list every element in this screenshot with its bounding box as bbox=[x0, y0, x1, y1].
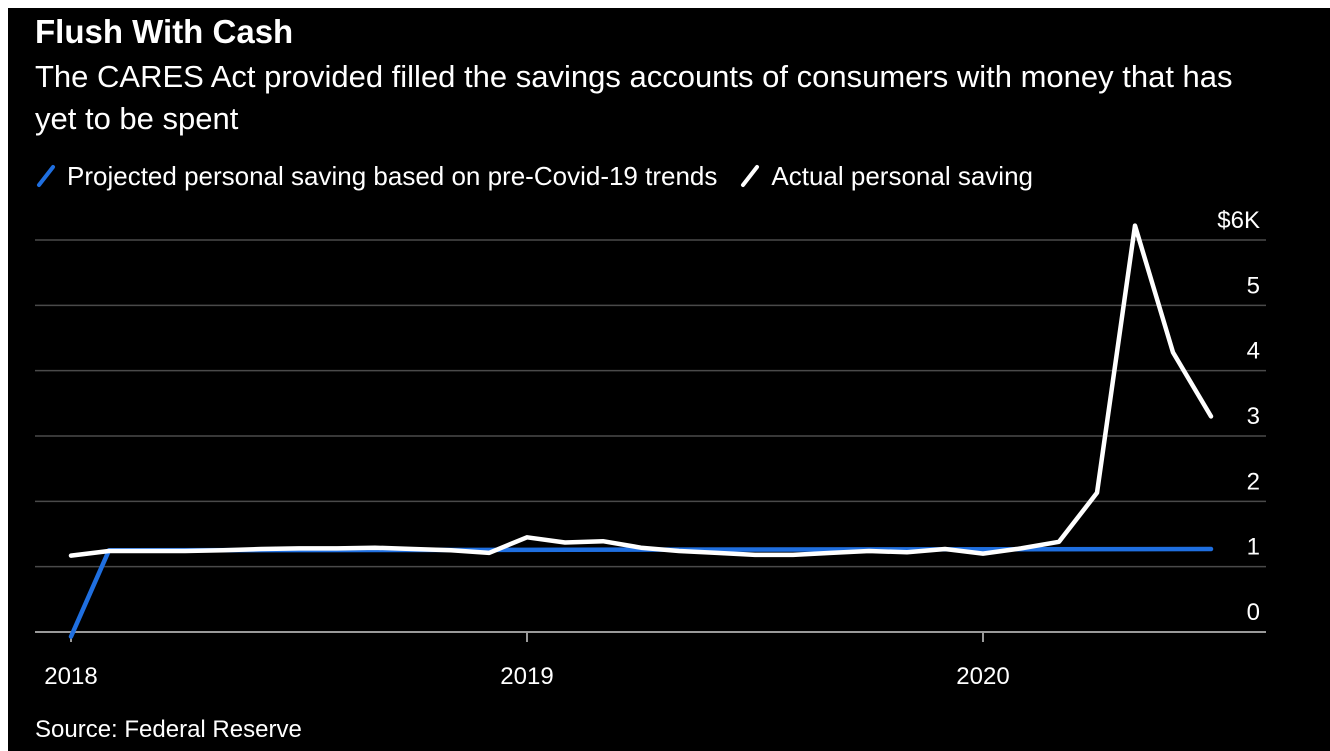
y-tick-label: 3 bbox=[1247, 403, 1260, 430]
legend-label-projected: Projected personal saving based on pre-C… bbox=[67, 160, 718, 191]
x-tick-label: 2018 bbox=[44, 663, 97, 690]
y-axis-ticks: $6K 5 4 3 2 1 0 bbox=[1217, 207, 1260, 626]
y-tick-label: 5 bbox=[1247, 272, 1260, 299]
x-axis-ticks: 2018 2019 2020 bbox=[44, 632, 1010, 690]
grid-lines bbox=[35, 239, 1266, 633]
y-tick-label: 2 bbox=[1247, 468, 1260, 495]
legend-label-actual: Actual personal saving bbox=[771, 160, 1033, 191]
legend: Projected personal saving based on pre-C… bbox=[35, 158, 1055, 194]
legend-swatch-actual bbox=[741, 165, 760, 187]
series-lines bbox=[68, 223, 1214, 639]
chart-frame: Flush With Cash The CARES Act provided f… bbox=[8, 8, 1330, 751]
source-note: Source: Federal Reserve bbox=[35, 716, 302, 743]
y-tick-label: 1 bbox=[1247, 534, 1260, 561]
y-tick-label: $6K bbox=[1217, 207, 1260, 234]
x-tick-label: 2019 bbox=[500, 663, 553, 690]
chart-title: Flush With Cash bbox=[35, 13, 294, 50]
y-tick-label: 4 bbox=[1247, 338, 1260, 365]
series-line-projected bbox=[68, 546, 1214, 639]
legend-swatch-projected bbox=[37, 165, 55, 187]
line-chart: $6K 5 4 3 2 1 0 2018 2019 2020 bbox=[35, 207, 1266, 690]
y-tick-label: 0 bbox=[1247, 599, 1260, 626]
x-tick-label: 2020 bbox=[956, 663, 1009, 690]
chart-subtitle: The CARES Act provided filled the saving… bbox=[35, 59, 1233, 136]
legend-item-projected: Projected personal saving based on pre-C… bbox=[35, 161, 717, 192]
series-line-actual bbox=[68, 223, 1214, 558]
legend-item-actual: Actual personal saving bbox=[739, 161, 1033, 192]
